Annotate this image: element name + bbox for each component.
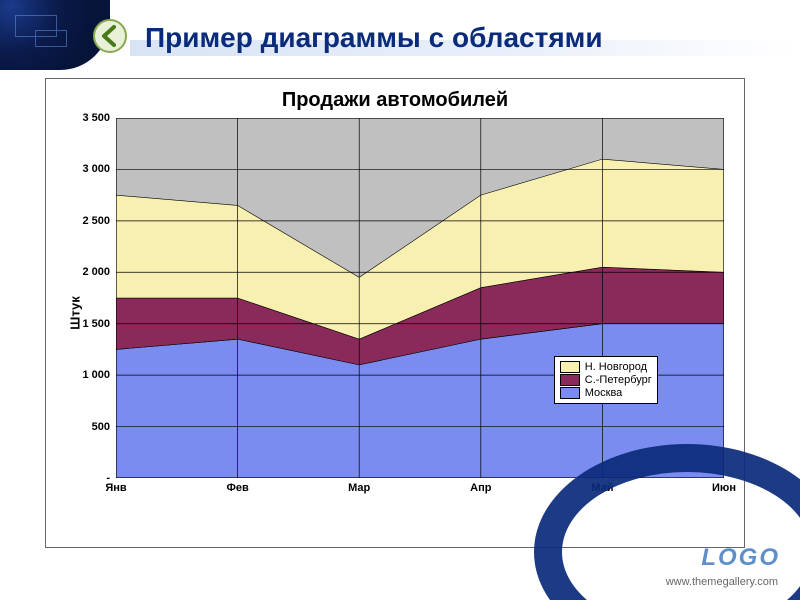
y-axis-label: Штук xyxy=(67,296,82,330)
slide: Пример диаграммы с областями Продажи авт… xyxy=(0,0,800,600)
legend-label: Москва xyxy=(585,387,623,399)
slide-title: Пример диаграммы с областями xyxy=(130,22,800,54)
y-tick-label: 3 500 xyxy=(82,112,116,124)
x-tick-label: Апр xyxy=(470,478,491,494)
y-tick-label: 1 000 xyxy=(82,369,116,381)
chart-panel: Продажи автомобилей Штук -5001 0001 5002… xyxy=(45,78,745,548)
chart-title: Продажи автомобилей xyxy=(46,89,744,112)
legend-item: Н. Новгород xyxy=(560,361,652,373)
x-tick-label: Мар xyxy=(348,478,370,494)
plot-area: -5001 0001 5002 0002 5003 0003 500ЯнвФев… xyxy=(116,118,724,478)
y-tick-label: 3 000 xyxy=(82,163,116,175)
x-tick-label: Июн xyxy=(712,478,736,494)
x-tick-label: Май xyxy=(591,478,613,494)
plot-area-wrapper: Штук -5001 0001 5002 0002 5003 0003 500Я… xyxy=(116,118,724,508)
legend-swatch xyxy=(560,361,580,373)
logo-text: LOGO xyxy=(701,544,780,572)
legend: Н. НовгородС.-ПетербургМосква xyxy=(554,356,658,404)
y-tick-label: 1 500 xyxy=(82,318,116,330)
legend-swatch xyxy=(560,387,580,399)
legend-item: С.-Петербург xyxy=(560,374,652,386)
y-tick-label: 2 000 xyxy=(82,266,116,278)
circuit-decoration xyxy=(5,5,95,55)
legend-label: Н. Новгород xyxy=(585,361,647,373)
legend-item: Москва xyxy=(560,387,652,399)
x-tick-label: Фев xyxy=(226,478,248,494)
legend-swatch xyxy=(560,374,580,386)
y-tick-label: 2 500 xyxy=(82,215,116,227)
back-button[interactable] xyxy=(92,18,128,54)
x-tick-label: Янв xyxy=(105,478,126,494)
y-tick-label: 500 xyxy=(92,421,116,433)
title-bar: Пример диаграммы с областями xyxy=(130,22,800,62)
footer-url: www.themegallery.com xyxy=(666,576,778,588)
legend-label: С.-Петербург xyxy=(585,374,652,386)
